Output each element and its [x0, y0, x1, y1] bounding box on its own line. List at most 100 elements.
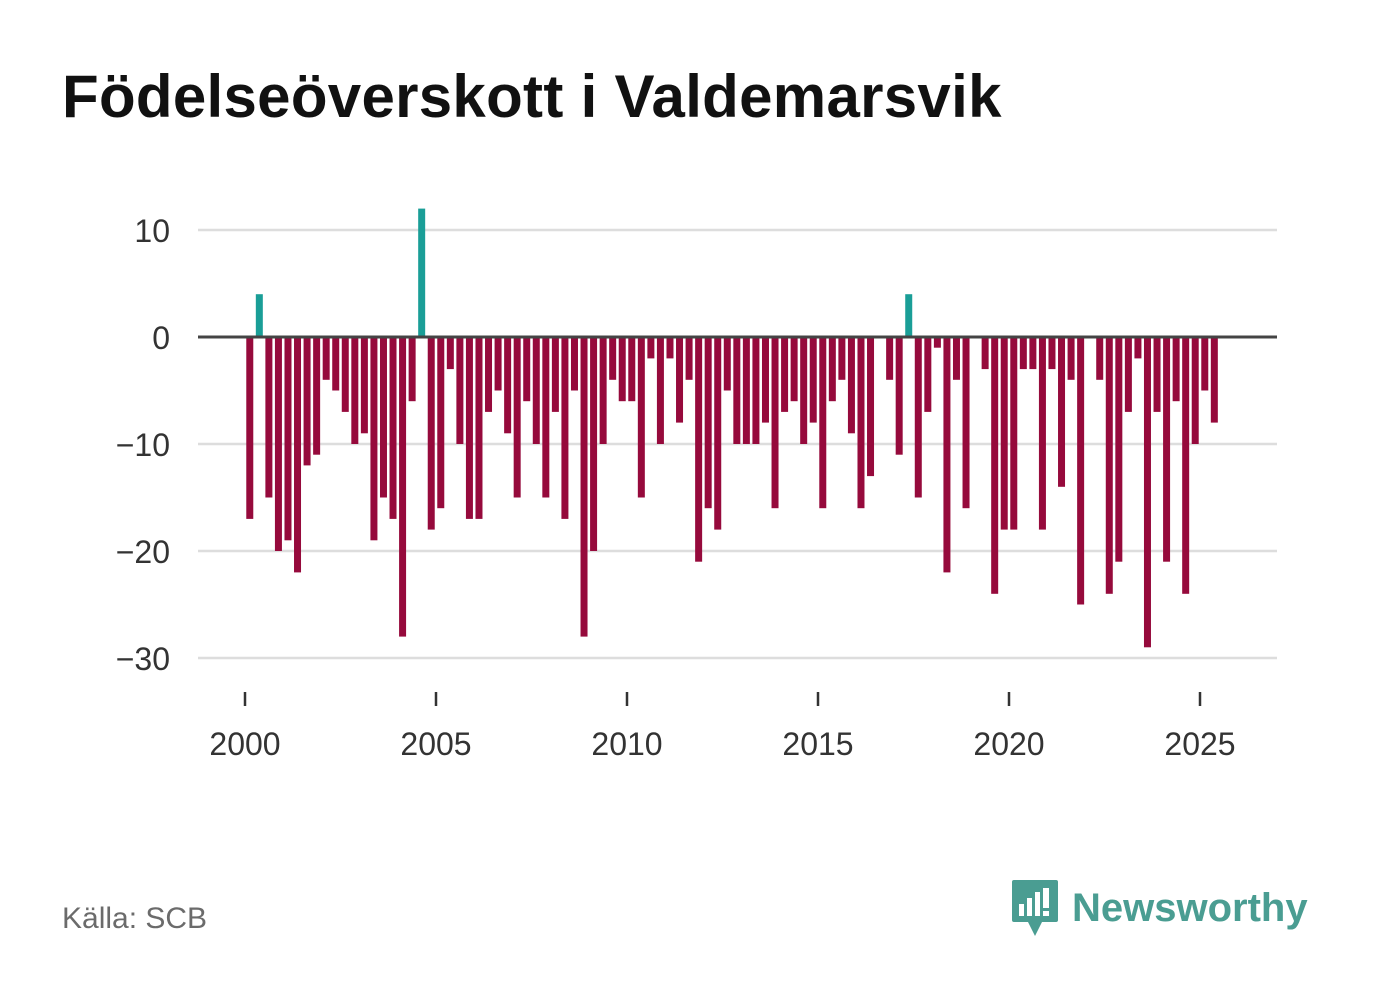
bar-negative: [924, 337, 932, 412]
bar-negative: [704, 337, 712, 509]
bar-negative: [322, 337, 330, 380]
chart-title: Födelseöverskott i Valdemarsvik: [62, 63, 1002, 130]
bar-negative: [303, 337, 311, 466]
bar-negative: [1029, 337, 1037, 370]
bar-negative: [246, 337, 254, 519]
newsworthy-logo-icon: [1012, 880, 1058, 936]
bar-negative: [465, 337, 473, 519]
bar-negative: [284, 337, 292, 541]
bar-negative: [580, 337, 588, 637]
bar-negative: [1191, 337, 1199, 444]
bar-negative: [513, 337, 521, 498]
bar-negative: [389, 337, 397, 519]
bar-negative: [542, 337, 550, 498]
bar-negative: [1163, 337, 1171, 562]
bar-positive: [905, 294, 913, 337]
bar-negative: [685, 337, 693, 380]
bar-negative: [647, 337, 655, 359]
bar-negative: [1000, 337, 1008, 530]
bar-negative: [618, 337, 626, 402]
y-tick-label: 0: [152, 320, 170, 356]
y-axis-ticks: 10 0 −10 −20 −30: [116, 213, 170, 677]
bar-negative: [1038, 337, 1046, 530]
bar-negative: [1105, 337, 1113, 594]
bar-positive: [255, 294, 263, 337]
bar-negative: [781, 337, 789, 412]
bar-negative: [800, 337, 808, 444]
bar-negative: [847, 337, 855, 434]
bar-negative: [360, 337, 368, 434]
x-tick-label: 2020: [973, 726, 1044, 762]
bar-negative: [456, 337, 464, 444]
bar-negative: [1134, 337, 1142, 359]
x-tick-label: 2005: [400, 726, 471, 762]
bar-negative: [733, 337, 741, 444]
bar-negative: [570, 337, 578, 391]
bar-negative: [714, 337, 722, 530]
bar-negative: [523, 337, 531, 402]
bar-negative: [408, 337, 416, 402]
y-tick-label: −10: [116, 427, 170, 463]
bar-negative: [761, 337, 769, 423]
bar-negative: [1048, 337, 1056, 370]
bar-negative: [991, 337, 999, 594]
bar-negative: [399, 337, 407, 637]
bar-negative: [351, 337, 359, 444]
bar-negative: [981, 337, 989, 370]
bar-negative: [1096, 337, 1104, 380]
bar-negative: [332, 337, 340, 391]
x-tick-label: 2015: [782, 726, 853, 762]
bar-negative: [274, 337, 282, 551]
bar-positive: [418, 208, 426, 337]
bar-negative: [609, 337, 617, 380]
x-tick-label: 2010: [591, 726, 662, 762]
x-tick-label: 2025: [1164, 726, 1235, 762]
bar-negative: [943, 337, 951, 573]
bar-negative: [1153, 337, 1161, 412]
bar-negative: [265, 337, 273, 498]
bar-negative: [561, 337, 569, 519]
bar-negative: [857, 337, 865, 509]
brand-logo: Newsworthy: [1010, 878, 1308, 938]
bar-negative: [914, 337, 922, 498]
bar-negative: [723, 337, 731, 391]
bar-negative: [504, 337, 512, 434]
bar-negative: [886, 337, 894, 380]
source-label: Källa: SCB: [62, 902, 208, 935]
bar-negative: [933, 337, 941, 348]
bar-negative: [590, 337, 598, 551]
bar-negative: [666, 337, 674, 359]
bar-negative: [1182, 337, 1190, 594]
bar-negative: [1058, 337, 1066, 487]
bar-negative: [952, 337, 960, 380]
bar-negative: [1172, 337, 1180, 402]
bar-negative: [819, 337, 827, 509]
bar-negative: [676, 337, 684, 423]
bar-negative: [494, 337, 502, 391]
bar-negative: [1210, 337, 1218, 423]
bars: [246, 208, 1218, 648]
bar-negative: [1115, 337, 1123, 562]
bar-negative: [551, 337, 559, 412]
bar-negative: [294, 337, 302, 573]
bar-negative: [1077, 337, 1085, 605]
bar-negative: [695, 337, 703, 562]
x-tick-label: 2000: [209, 726, 280, 762]
bar-negative: [532, 337, 540, 444]
bar-negative: [427, 337, 435, 530]
bar-negative: [752, 337, 760, 444]
bar-negative: [809, 337, 817, 423]
bar-negative: [838, 337, 846, 380]
bar-negative: [1019, 337, 1027, 370]
bar-negative: [475, 337, 483, 519]
bar-chart: 10 0 −10 −20 −30 2000 2005 2010 2015 2020 2025: [116, 208, 1277, 762]
y-tick-label: 10: [134, 213, 170, 249]
bar-negative: [867, 337, 875, 477]
bar-negative: [628, 337, 636, 402]
y-tick-label: −20: [116, 534, 170, 570]
bar-negative: [742, 337, 750, 444]
bar-negative: [637, 337, 645, 498]
bar-negative: [370, 337, 378, 541]
bar-negative: [771, 337, 779, 509]
bar-negative: [1124, 337, 1132, 412]
